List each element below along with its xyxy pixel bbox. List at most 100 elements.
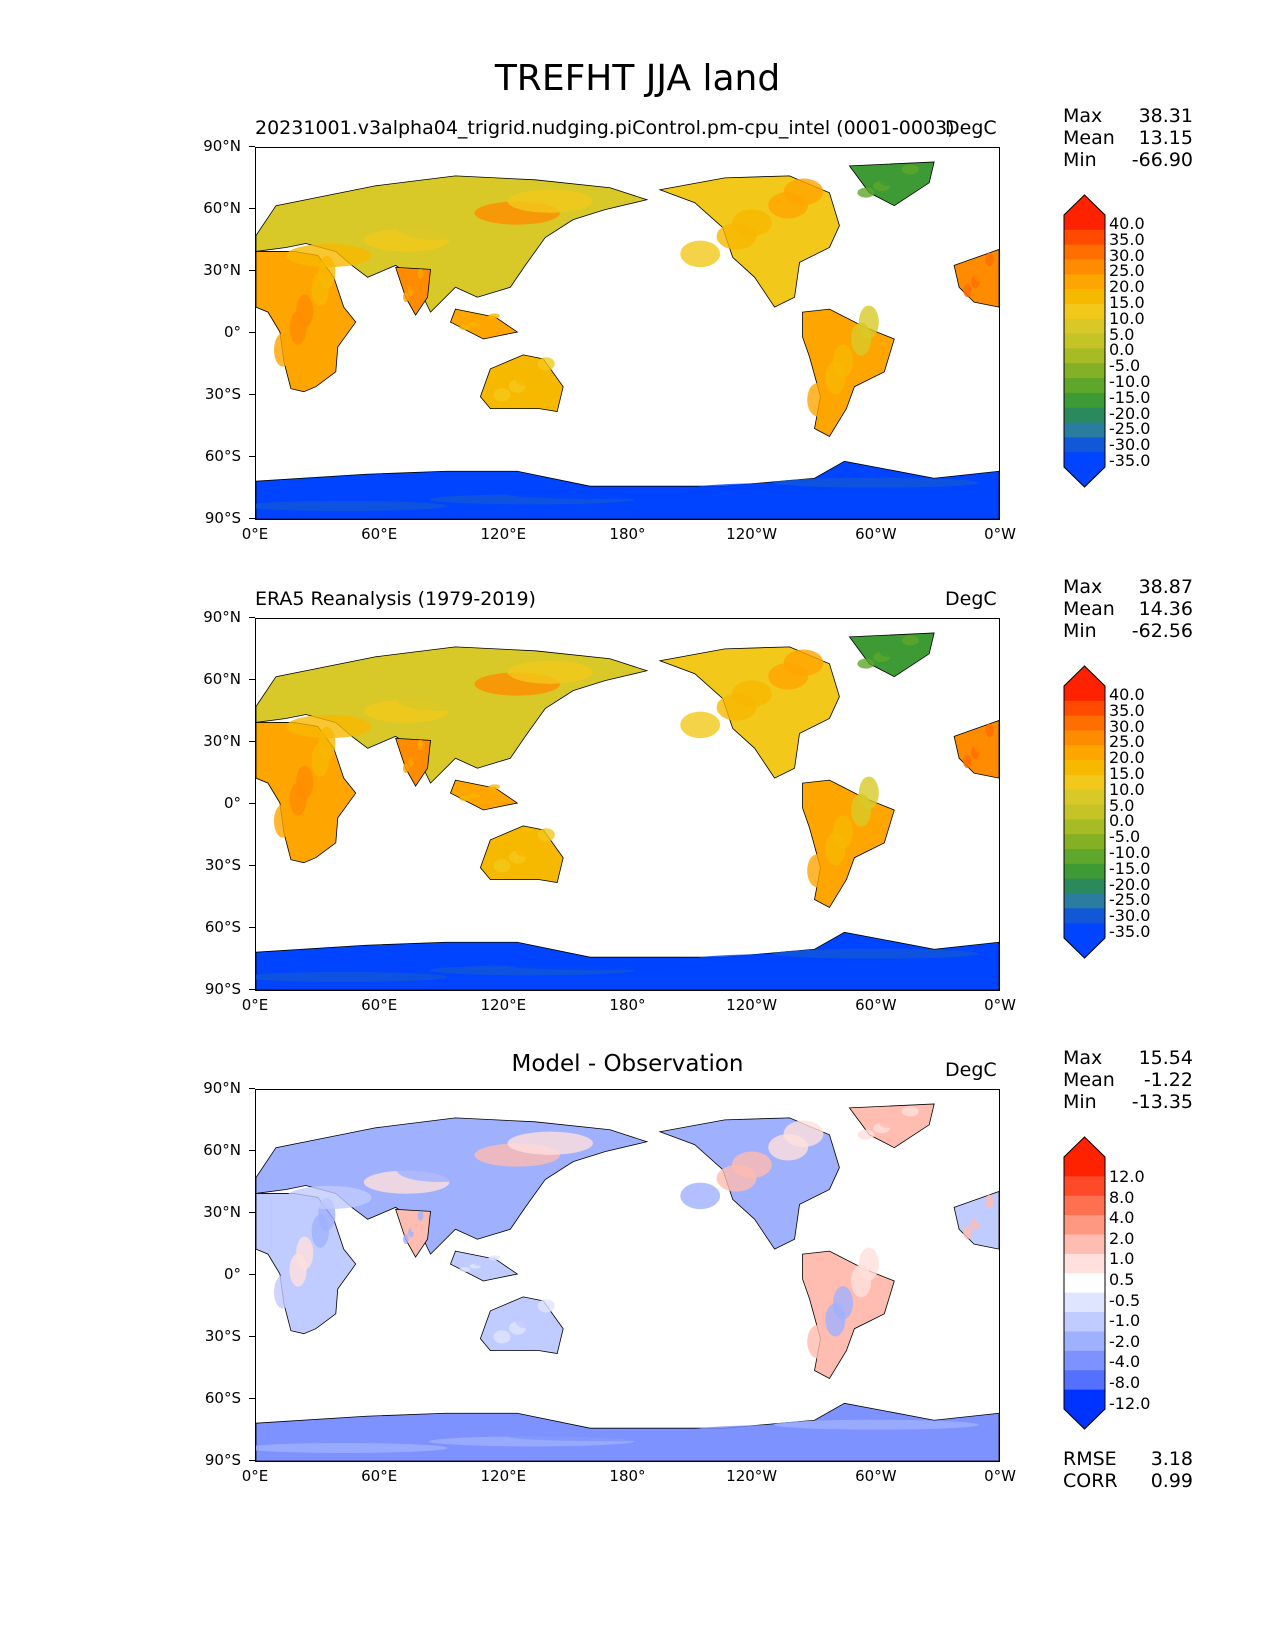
colorbar-swatch xyxy=(1064,908,1105,924)
colorbar-swatch xyxy=(1064,1350,1105,1371)
x-tick-label: 120°E xyxy=(480,525,527,543)
y-tick-label: 60°N xyxy=(181,1141,255,1159)
figure-title: TREFHT JJA land xyxy=(494,58,781,99)
colorbar-tick-label: -30.0 xyxy=(1109,435,1151,455)
colorbar-tick-label: -5.0 xyxy=(1109,356,1141,376)
panel-title: Model - Observation xyxy=(511,1051,744,1077)
stats-box: Max 38.31 Mean 13.15 Min -66.90 xyxy=(1063,105,1193,171)
colorbar-tick-label: 2.0 xyxy=(1109,1228,1135,1248)
field-patch xyxy=(417,1210,424,1221)
field-patch xyxy=(773,948,979,959)
colorbar-tick-label: 0.0 xyxy=(1109,811,1135,831)
x-tick-label: 60°E xyxy=(361,1467,398,1485)
colorbar-extend-min xyxy=(1064,467,1105,487)
x-tick-label: 120°W xyxy=(726,996,778,1014)
colorbar-swatch xyxy=(1064,274,1105,290)
x-tick-label: 120°W xyxy=(726,1467,778,1485)
max-label: Max xyxy=(1063,105,1103,127)
field-patch xyxy=(974,1210,983,1224)
colorbar-extend-max xyxy=(1064,1137,1105,1157)
stats-box: Max 15.54 Mean -1.22 Min -13.35 xyxy=(1063,1047,1193,1113)
corr-value: 0.99 xyxy=(1150,1470,1193,1492)
colorbar-swatch xyxy=(1064,348,1105,364)
mean-label: Mean xyxy=(1063,598,1115,620)
colorbar-swatch xyxy=(1064,730,1105,746)
colorbar-swatch xyxy=(1064,819,1105,835)
colorbar-swatch xyxy=(1064,745,1105,761)
field-patch xyxy=(286,714,372,739)
colorbar-swatch xyxy=(1064,422,1105,438)
panel-title: 20231001.v3alpha04_trigrid.nudging.piCon… xyxy=(255,117,955,139)
max-value: 15.54 xyxy=(1138,1047,1193,1069)
field-patch xyxy=(459,1266,471,1272)
difference-map xyxy=(256,1103,999,1461)
field-patch xyxy=(296,1236,314,1270)
field-patch xyxy=(680,240,721,268)
colorbar-extend-max xyxy=(1064,195,1105,215)
min-value: -13.35 xyxy=(1131,1091,1193,1113)
colorbar-swatch xyxy=(1064,363,1105,379)
field-patch xyxy=(515,372,533,386)
colorbar-tick-label: 20.0 xyxy=(1109,748,1145,768)
mean-value: -1.22 xyxy=(1143,1069,1193,1091)
colorbar-swatch xyxy=(1064,878,1105,895)
field-patch xyxy=(974,739,983,753)
x-tick-label: 120°E xyxy=(480,1467,527,1485)
field-patch xyxy=(537,828,555,842)
field-patch xyxy=(402,292,409,303)
field-patch xyxy=(273,1275,292,1309)
map-plot xyxy=(255,618,1000,991)
field-patch xyxy=(473,790,486,796)
colorbar-tick-label: 35.0 xyxy=(1109,229,1145,249)
field-patch xyxy=(857,1129,875,1140)
colorbar-tick-label: 30.0 xyxy=(1109,716,1145,736)
x-tick-label: 60°W xyxy=(855,996,897,1014)
colorbar-tick-label: 40.0 xyxy=(1109,685,1145,704)
field-patch xyxy=(507,189,593,213)
colorbar-tick-label: -4.0 xyxy=(1109,1352,1141,1372)
colorbar-swatch xyxy=(1064,834,1105,850)
units-label: DegC xyxy=(945,1059,997,1081)
field-patch xyxy=(493,388,511,402)
y-tick-label: 30°N xyxy=(181,1203,255,1221)
colorbar-labels: 12.0 8.0 4.0 2.0 1.0 0.5 -0.5 -1.0 -2.0 -4.0 -8.0-… xyxy=(1109,1167,1150,1414)
y-tick-label: 60°N xyxy=(181,670,255,688)
land-seasia xyxy=(449,779,519,811)
colorbar-swatch xyxy=(1064,1215,1105,1236)
colorbar-tick-label: -8.0 xyxy=(1109,1372,1141,1392)
x-tick-label: 0°E xyxy=(241,1467,269,1485)
y-tick-label: 90°S xyxy=(181,1451,255,1469)
colorbar-tick-label: 25.0 xyxy=(1109,732,1145,752)
y-tick-label: 90°N xyxy=(181,608,255,626)
mean-label: Mean xyxy=(1063,127,1115,149)
field-patch xyxy=(256,500,448,511)
field-patch xyxy=(417,739,424,750)
field-patch xyxy=(858,305,879,339)
land-seasia xyxy=(449,1250,519,1282)
y-tick-label: 90°S xyxy=(181,980,255,998)
mean-value: 14.36 xyxy=(1138,598,1193,620)
colorbar-swatch xyxy=(1064,259,1105,275)
colorbar-tick-label: 8.0 xyxy=(1109,1187,1135,1207)
field-patch xyxy=(680,1182,721,1210)
field-patch xyxy=(508,1431,714,1442)
x-tick-label: 180° xyxy=(609,525,646,543)
field-patch xyxy=(410,280,417,291)
colorbar-tick-label: -25.0 xyxy=(1109,419,1151,439)
y-tick-label: 60°N xyxy=(181,199,255,217)
colorbar-tick-label: 15.0 xyxy=(1109,763,1145,783)
field-patch xyxy=(537,1299,555,1313)
field-patch xyxy=(515,843,533,857)
field-patch xyxy=(783,649,824,677)
field-patch xyxy=(396,216,483,240)
colorbar-swatch xyxy=(1064,1176,1105,1197)
field-patch xyxy=(473,1261,486,1267)
field-patch xyxy=(731,209,772,237)
field-patch xyxy=(410,1222,417,1233)
field-patch xyxy=(783,1120,824,1148)
colorbar-tick-label: -35.0 xyxy=(1109,921,1151,941)
x-tick-label: 0°E xyxy=(241,996,269,1014)
field-patch xyxy=(833,1286,853,1320)
field-patch xyxy=(488,784,501,790)
field-patch xyxy=(985,723,994,738)
